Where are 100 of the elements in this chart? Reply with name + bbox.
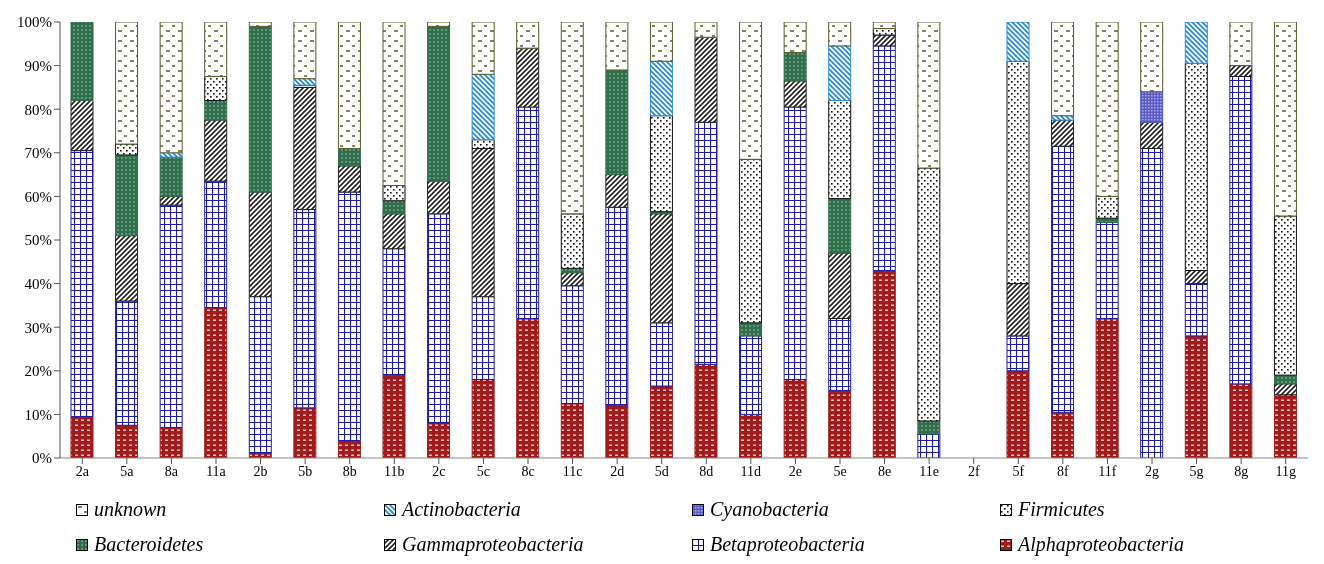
bar	[1051, 115, 1075, 121]
y-tick-label: 80%	[24, 101, 52, 118]
bar	[1095, 22, 1119, 197]
x-tick-label: 8e	[877, 463, 892, 479]
bar	[471, 139, 495, 149]
bar	[872, 34, 896, 47]
x-tick-label: 5d	[654, 463, 669, 479]
bar	[70, 416, 94, 458]
bar	[560, 22, 584, 215]
x-tick-label: 5f	[1012, 463, 1025, 479]
bar	[159, 195, 183, 206]
y-tick-label: 70%	[24, 145, 52, 162]
bar	[872, 45, 896, 272]
y-tick-label: 10%	[24, 406, 52, 423]
x-tick-label: 11b	[384, 463, 405, 479]
bar	[1184, 283, 1208, 337]
bar	[204, 307, 228, 458]
bar	[872, 22, 896, 30]
bar	[382, 213, 406, 250]
bar	[337, 22, 361, 149]
bar	[783, 106, 807, 381]
bar	[649, 322, 673, 387]
bar	[560, 403, 584, 458]
bar	[872, 28, 896, 36]
bar	[293, 208, 317, 409]
bar	[248, 296, 272, 455]
bar	[471, 22, 495, 75]
bar	[783, 22, 807, 54]
bar	[828, 252, 852, 319]
y-tick-label: 60%	[24, 188, 52, 205]
x-tick-label: 5a	[120, 463, 135, 479]
bar	[739, 158, 763, 324]
bar	[293, 78, 317, 86]
x-tick-label: 2a	[75, 463, 90, 479]
bar	[248, 22, 272, 27]
bar	[382, 22, 406, 186]
x-tick-label: 8g	[1234, 463, 1249, 479]
bar	[382, 185, 406, 202]
bar	[1229, 65, 1253, 77]
bar	[783, 379, 807, 458]
bar	[516, 106, 540, 319]
bar	[1229, 22, 1253, 67]
bar	[1140, 22, 1164, 93]
bar	[1051, 22, 1075, 117]
bar	[739, 322, 763, 337]
bar	[1095, 317, 1119, 458]
bar	[694, 36, 718, 123]
bar	[248, 191, 272, 298]
x-tick-label: 5c	[476, 463, 491, 479]
bar	[427, 213, 451, 424]
x-tick-label: 2f	[967, 463, 980, 479]
x-tick-label: 11c	[562, 463, 583, 479]
bar	[159, 204, 183, 428]
x-tick-label: 5g	[1189, 463, 1204, 479]
bar	[204, 180, 228, 309]
bar	[828, 198, 852, 254]
bar	[427, 180, 451, 215]
bar	[1273, 215, 1297, 376]
x-tick-label: 2g	[1145, 463, 1159, 479]
bar	[471, 379, 495, 458]
y-tick-label: 90%	[24, 57, 52, 74]
x-tick-label: 2e	[788, 463, 803, 479]
bar	[204, 22, 228, 77]
bar	[605, 174, 629, 208]
bar	[1051, 145, 1075, 413]
bar	[649, 115, 673, 213]
bar	[471, 73, 495, 141]
bar	[293, 86, 317, 210]
bar	[1184, 270, 1208, 285]
bar	[70, 22, 94, 101]
bar	[828, 317, 852, 391]
bar	[427, 422, 451, 458]
legend-label: Actinobacteria	[402, 498, 521, 521]
bar	[1051, 411, 1075, 458]
bar	[115, 424, 139, 458]
legend-label: Gammaproteobacteria	[402, 533, 584, 556]
bar	[560, 285, 584, 404]
bar	[70, 99, 94, 152]
bar	[783, 52, 807, 82]
bar	[382, 374, 406, 458]
bar	[917, 22, 941, 169]
bar	[649, 385, 673, 458]
bar	[115, 143, 139, 156]
x-tick-label: 11e	[919, 463, 939, 479]
bar	[1273, 374, 1297, 385]
bar	[605, 206, 629, 407]
bar	[1184, 22, 1208, 64]
y-tick-label: 30%	[24, 319, 52, 336]
bar	[828, 389, 852, 458]
bar	[382, 200, 406, 215]
x-tick-label: 5e	[833, 463, 847, 479]
x-tick-label: 8a	[164, 463, 179, 479]
bar	[159, 156, 183, 197]
bar	[1095, 222, 1119, 319]
bar	[159, 22, 183, 154]
y-tick-label: 40%	[24, 275, 52, 292]
bar	[516, 47, 540, 108]
x-tick-label: 8b	[342, 463, 357, 479]
bar	[516, 22, 540, 49]
bar	[471, 147, 495, 298]
